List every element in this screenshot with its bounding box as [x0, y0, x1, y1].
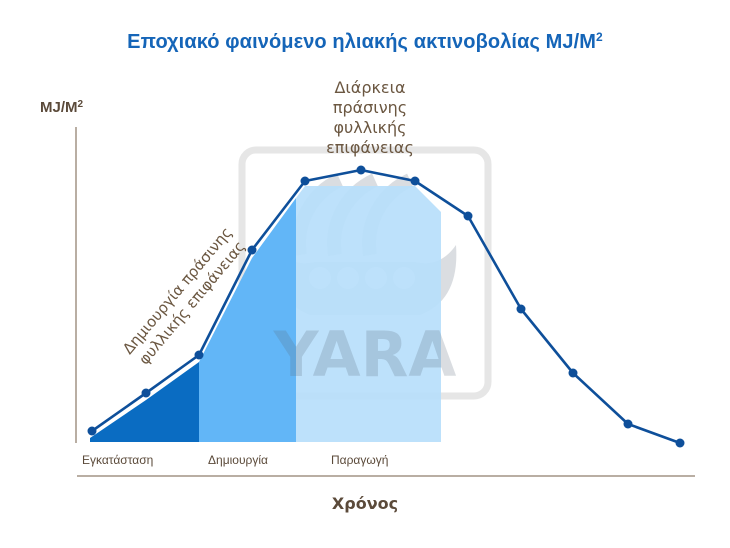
- y-axis-label-text: MJ/M: [40, 99, 78, 116]
- data-point: [516, 304, 526, 314]
- data-point: [141, 388, 151, 398]
- data-points: [87, 165, 685, 448]
- x-axis-label: Χρόνος: [331, 494, 399, 513]
- phase-label-production: Παραγωγή: [331, 453, 389, 467]
- peak-annotation: Διάρκεια πράσινης φυλλικής επιφάνειας: [326, 78, 414, 157]
- phase-fill-production: [296, 186, 441, 442]
- phase-fill-creation: [199, 198, 296, 442]
- data-point: [463, 211, 473, 221]
- data-point: [300, 176, 310, 186]
- radiation-curve: [91, 168, 681, 445]
- data-point: [87, 426, 97, 436]
- data-point: [410, 176, 420, 186]
- phase-fill-establishment: [90, 362, 199, 442]
- chart-title-text: Εποχιακό φαινόμενο ηλιακής ακτινοβολίας …: [127, 31, 597, 53]
- watermark-text: YARA: [273, 318, 457, 391]
- y-axis-label-superscript: 2: [77, 99, 84, 110]
- chart-title: Εποχιακό φαινόμενο ηλιακής ακτινοβολίας …: [0, 30, 730, 54]
- data-point: [247, 245, 257, 255]
- chart-title-superscript: 2: [596, 30, 603, 44]
- phase-label-creation: Δημιουργία: [208, 453, 268, 467]
- data-point: [356, 165, 366, 175]
- data-point: [675, 438, 685, 448]
- data-point: [568, 368, 578, 378]
- y-axis-label: MJ/M2: [40, 99, 83, 116]
- phase-label-establishment: Εγκατάσταση: [82, 453, 154, 467]
- data-point: [194, 350, 204, 360]
- data-point: [623, 419, 633, 429]
